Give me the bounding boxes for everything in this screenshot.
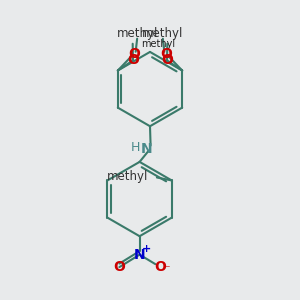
Text: methyl: methyl bbox=[142, 27, 183, 40]
Text: O: O bbox=[128, 47, 140, 61]
Text: +: + bbox=[142, 244, 151, 254]
Text: O: O bbox=[160, 47, 172, 61]
Text: methyl: methyl bbox=[141, 39, 175, 49]
Text: N: N bbox=[141, 142, 153, 155]
Text: N: N bbox=[134, 248, 146, 262]
Text: O: O bbox=[161, 53, 173, 68]
Text: methyl: methyl bbox=[106, 170, 148, 183]
Text: O: O bbox=[127, 53, 139, 68]
Text: methyl: methyl bbox=[117, 27, 158, 40]
Text: ⁻: ⁻ bbox=[163, 264, 170, 277]
Text: O: O bbox=[113, 260, 125, 274]
Text: H: H bbox=[131, 140, 140, 154]
Text: O: O bbox=[154, 260, 166, 274]
